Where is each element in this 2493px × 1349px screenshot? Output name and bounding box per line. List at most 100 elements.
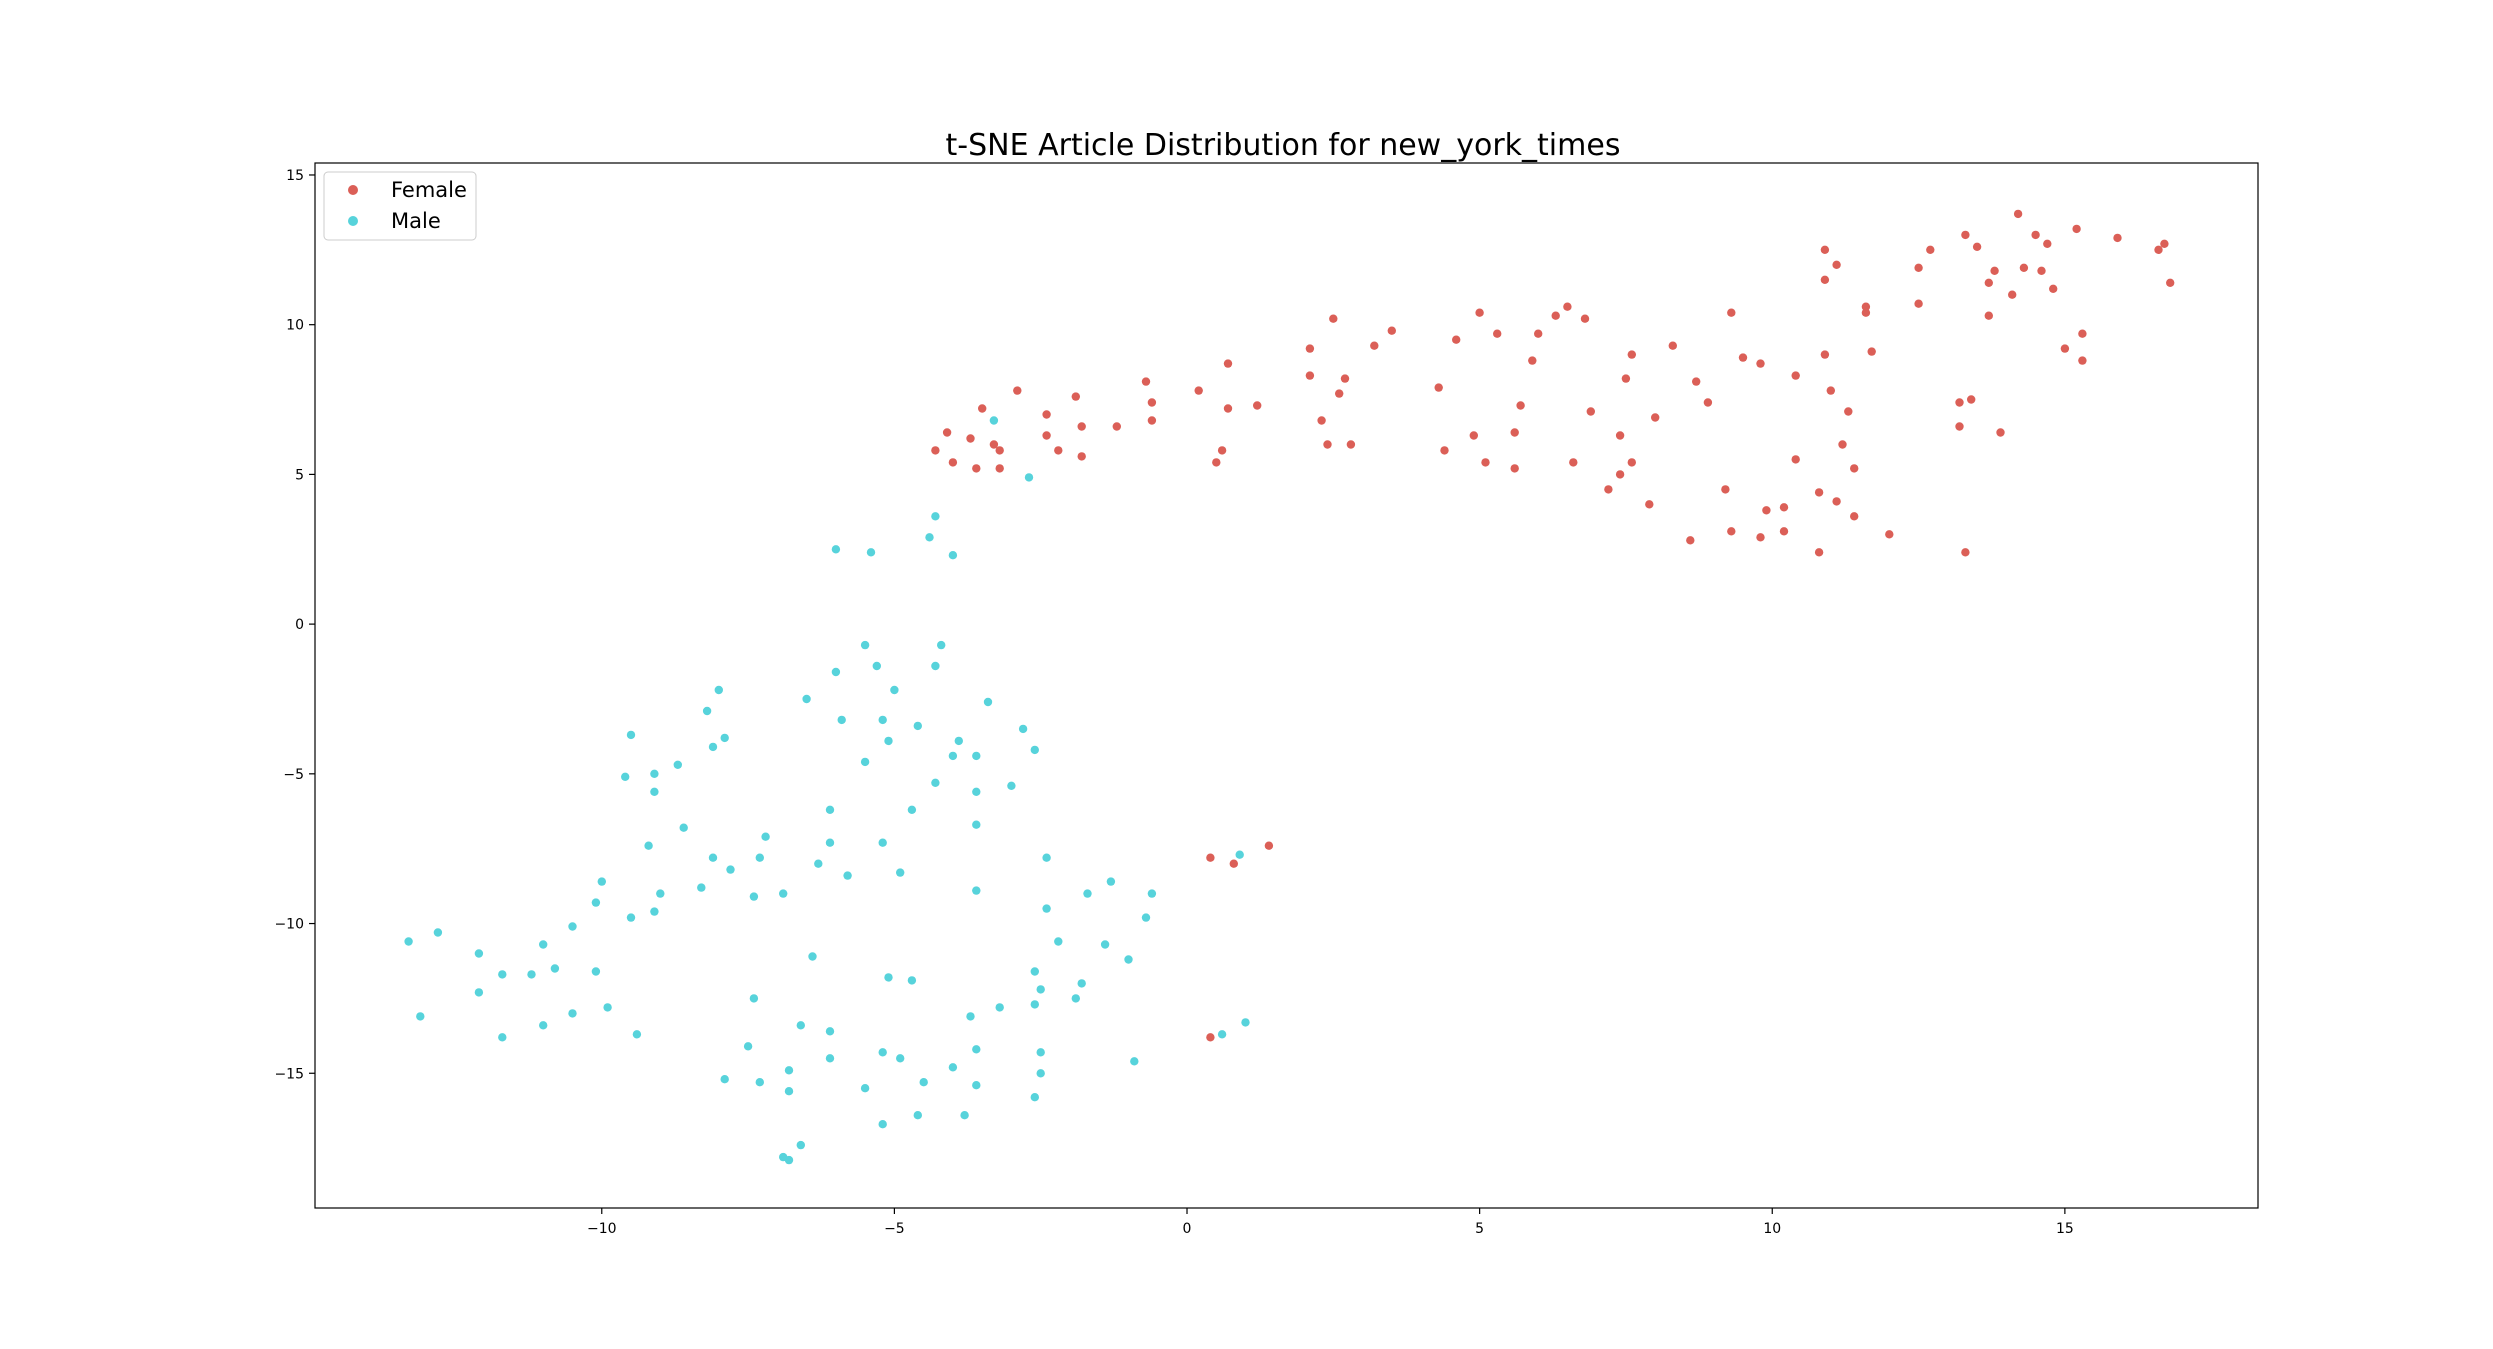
point-female xyxy=(1955,422,1964,431)
point-female xyxy=(978,404,987,413)
point-female xyxy=(2019,263,2029,272)
point-female xyxy=(2037,266,2046,275)
point-female xyxy=(2113,233,2122,243)
point-female xyxy=(1850,464,1859,473)
series-female xyxy=(931,209,2175,1042)
point-female xyxy=(1329,314,1338,323)
point-male xyxy=(749,892,759,901)
point-female xyxy=(1510,464,1519,473)
x-tick-label: 0 xyxy=(1183,1221,1192,1237)
point-female xyxy=(1791,455,1800,464)
point-male xyxy=(679,823,688,832)
point-female xyxy=(1692,377,1701,386)
y-tick-label: 0 xyxy=(295,617,304,633)
point-male xyxy=(972,787,981,796)
point-female xyxy=(1387,326,1397,335)
point-male xyxy=(714,685,723,695)
point-male xyxy=(878,1120,887,1129)
point-male xyxy=(626,913,636,922)
point-male xyxy=(1106,877,1116,886)
point-male xyxy=(1241,1018,1250,1027)
point-male xyxy=(913,721,922,731)
point-male xyxy=(755,1078,764,1087)
point-female xyxy=(1510,428,1519,437)
point-male xyxy=(708,742,718,752)
point-male xyxy=(989,416,999,425)
point-male xyxy=(1007,781,1016,790)
point-male xyxy=(1036,1069,1045,1078)
point-female xyxy=(1054,446,1063,455)
point-male xyxy=(860,757,870,767)
x-tick-label: 15 xyxy=(2056,1221,2074,1237)
point-female xyxy=(1838,440,1847,449)
point-female xyxy=(1844,407,1853,416)
point-male xyxy=(474,988,484,997)
x-tick-label: 10 xyxy=(1763,1221,1781,1237)
point-male xyxy=(919,1078,928,1087)
point-female xyxy=(1756,533,1765,542)
point-female xyxy=(1961,230,1970,240)
point-male xyxy=(925,533,934,542)
point-female xyxy=(1727,308,1736,317)
point-male xyxy=(796,1140,805,1150)
point-female xyxy=(1955,398,1964,407)
legend: Female Male xyxy=(323,171,477,241)
point-male xyxy=(708,853,718,862)
legend-marker-female xyxy=(348,185,358,195)
point-male xyxy=(416,1012,425,1021)
x-tick-label: −5 xyxy=(884,1221,905,1237)
point-female xyxy=(1651,413,1660,422)
point-female xyxy=(1984,311,1994,320)
y-tick-label: 5 xyxy=(295,467,304,483)
point-male xyxy=(1036,1048,1045,1057)
point-female xyxy=(1340,374,1350,383)
point-female xyxy=(2072,224,2081,234)
point-male xyxy=(1071,994,1081,1003)
point-male xyxy=(972,1045,981,1054)
point-female xyxy=(1820,275,1830,284)
y-tick-label: −10 xyxy=(274,917,304,933)
legend-label-male: Male xyxy=(391,209,441,233)
point-male xyxy=(474,949,484,958)
point-male xyxy=(837,715,846,725)
point-female xyxy=(1984,278,1994,287)
point-female xyxy=(1914,299,1923,308)
point-male xyxy=(1018,724,1028,734)
point-female xyxy=(1141,377,1151,386)
point-male xyxy=(720,1075,729,1084)
point-female xyxy=(948,458,958,467)
x-tick-label: 5 xyxy=(1475,1221,1484,1237)
point-male xyxy=(972,820,981,829)
point-male xyxy=(603,1003,612,1012)
point-male xyxy=(872,661,881,671)
point-male xyxy=(621,772,630,781)
point-female xyxy=(1253,401,1262,410)
point-female xyxy=(931,446,940,455)
point-female xyxy=(1223,359,1233,368)
point-female xyxy=(1926,245,1935,254)
point-male xyxy=(1030,745,1040,755)
point-female xyxy=(1452,335,1461,344)
point-male xyxy=(796,1021,805,1030)
point-female xyxy=(1861,302,1871,311)
point-female xyxy=(1194,386,1203,395)
point-female xyxy=(1820,245,1830,254)
point-male xyxy=(954,736,963,746)
point-male xyxy=(720,733,729,743)
point-female xyxy=(1779,527,1789,536)
point-male xyxy=(995,1003,1004,1012)
point-female xyxy=(1727,527,1736,536)
point-female xyxy=(1832,497,1841,506)
point-female xyxy=(1738,353,1748,362)
point-male xyxy=(878,1048,887,1057)
point-female xyxy=(1996,428,2005,437)
point-female xyxy=(1791,371,1800,380)
plot-frame xyxy=(314,162,2259,1209)
point-female xyxy=(1990,266,1999,275)
x-tick-label: −10 xyxy=(587,1221,617,1237)
point-male xyxy=(948,551,958,560)
point-male xyxy=(498,1033,507,1042)
point-male xyxy=(1217,1030,1227,1039)
point-female xyxy=(1814,548,1824,557)
point-female xyxy=(1013,386,1022,395)
